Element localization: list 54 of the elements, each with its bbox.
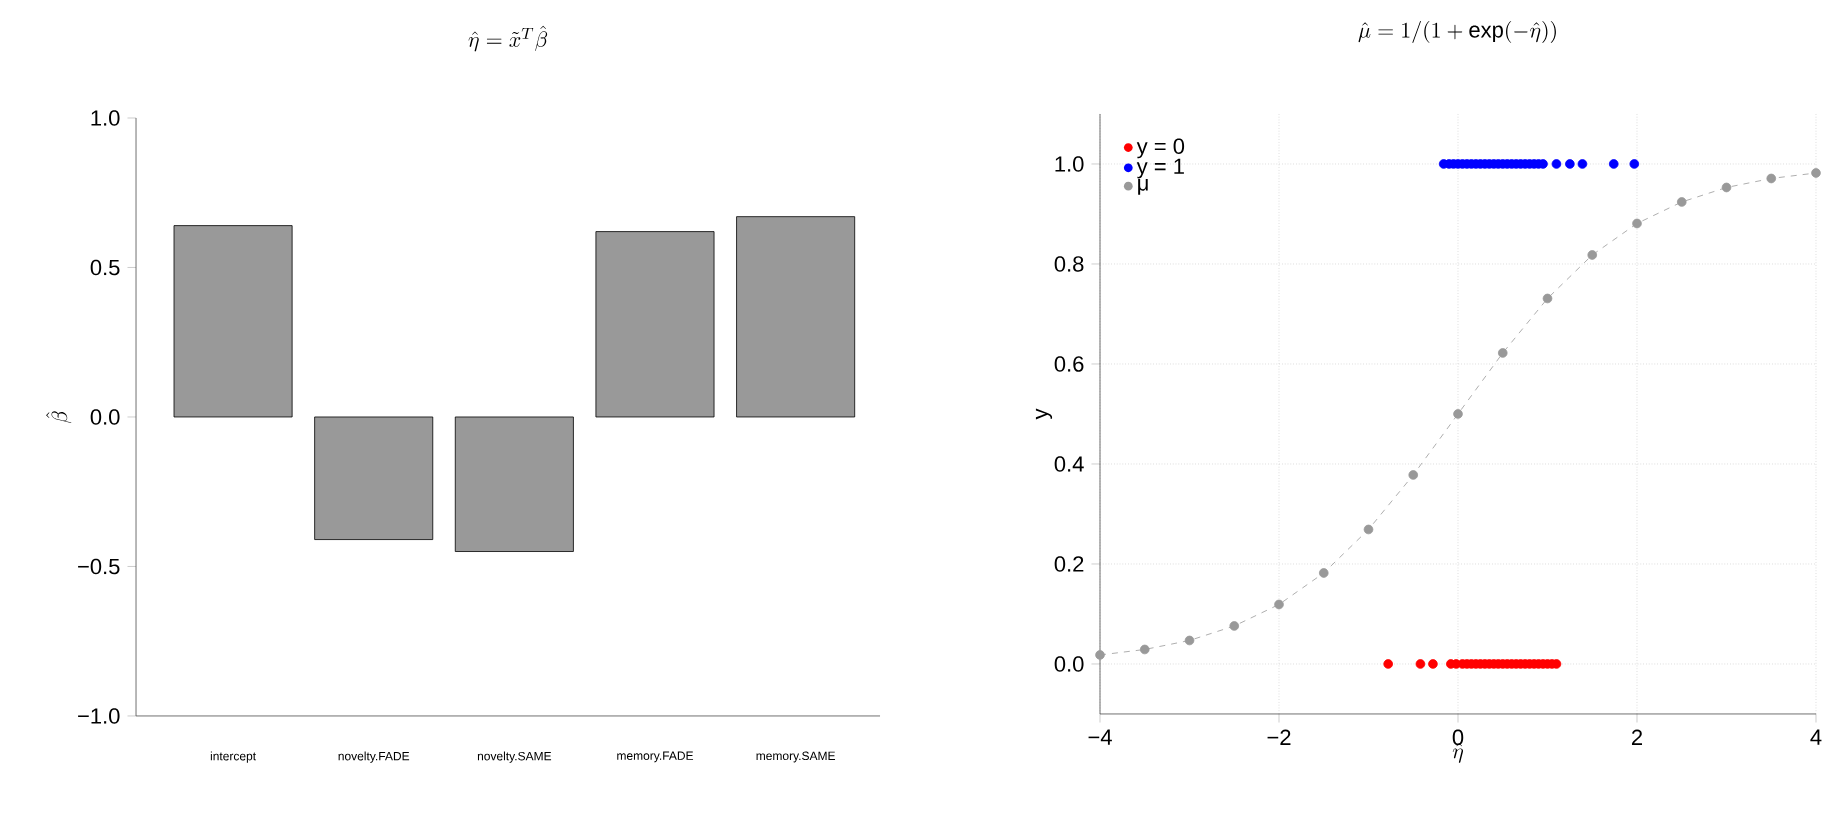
y-tick-label: 0.8 [1054,256,1084,272]
x-tick-label: −4 [1088,729,1112,745]
y-tick-label: −0.5 [78,558,120,575]
point [1274,599,1284,610]
x-tick-label: −2 [1267,729,1291,745]
point [1318,568,1329,578]
y-tick-label: 0.0 [1054,656,1084,672]
y-axis-title: $\hat{\beta}$ [46,411,72,424]
point [1363,524,1374,535]
point [1453,409,1463,419]
bar [314,416,434,540]
point [1721,182,1732,193]
point [1497,348,1508,358]
point [1587,250,1598,260]
point [1139,644,1150,655]
bar [595,231,715,418]
legend-label: y = 0 [1136,138,1185,159]
y-tick-label: 1.0 [91,110,120,126]
point [1565,159,1575,169]
point [1408,470,1419,480]
point [1577,159,1588,169]
x-tick-label: 2 [1631,729,1643,745]
y-tick-label: 0.6 [1054,356,1084,372]
bar [736,216,856,418]
point [1551,159,1562,169]
point [1229,621,1240,631]
x-tick-label: 4 [1810,729,1822,745]
point [1095,650,1105,660]
point [1542,293,1553,304]
x-tick-label: 0 [1452,729,1464,746]
chart-title: $\hat{\mu} = 1/(1+\exp(-\hat{\eta}))$ [1358,21,1556,43]
y-tick-label: 0.2 [1054,556,1084,572]
chart-title: $\hat{\eta} = \tilde{x}^{T}\hat{\beta}$ [468,25,548,52]
point [1383,659,1393,669]
y-axis-title: y [1035,408,1053,420]
bar [173,225,293,418]
point [1428,659,1438,669]
point [1766,173,1777,184]
bar [454,416,574,552]
y-tick-label: 1.0 [1055,156,1084,172]
point [1608,159,1619,169]
legend-label: y = 1 [1136,158,1184,179]
y-tick-label: 0.4 [1054,456,1084,472]
y-tick-label: −1.0 [78,708,120,724]
y-tick-label: 0.5 [90,259,120,276]
point [1415,659,1426,669]
point [1676,197,1687,207]
x-axis-title: $\hat{\eta}$ [1452,742,1464,763]
point [1629,159,1640,169]
y-tick-label: 0.0 [90,409,120,425]
point [1184,635,1195,646]
legend-label: μ [1138,178,1148,195]
point [1632,218,1642,229]
point [1811,168,1821,178]
